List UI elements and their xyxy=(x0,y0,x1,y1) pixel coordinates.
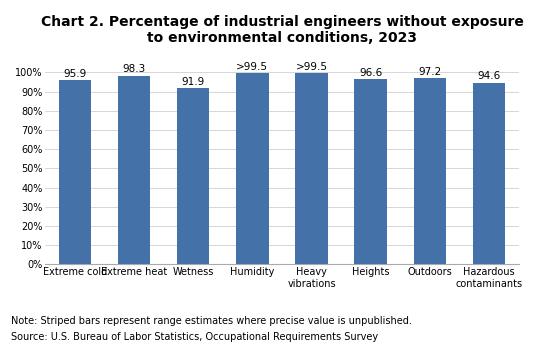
Text: 97.2: 97.2 xyxy=(418,67,441,77)
Bar xyxy=(118,76,150,264)
Text: >99.5: >99.5 xyxy=(295,62,327,72)
Bar xyxy=(295,73,328,264)
Bar xyxy=(354,79,387,264)
Bar xyxy=(58,80,91,264)
Text: 98.3: 98.3 xyxy=(122,65,146,75)
Text: 95.9: 95.9 xyxy=(63,69,87,79)
Text: Source: U.S. Bureau of Labor Statistics, Occupational Requirements Survey: Source: U.S. Bureau of Labor Statistics,… xyxy=(11,332,378,342)
Text: 91.9: 91.9 xyxy=(182,77,205,87)
Title: Chart 2. Percentage of industrial engineers without exposure
to environmental co: Chart 2. Percentage of industrial engine… xyxy=(41,15,523,45)
Bar xyxy=(236,73,269,264)
Text: Note: Striped bars represent range estimates where precise value is unpublished.: Note: Striped bars represent range estim… xyxy=(11,316,412,326)
Bar xyxy=(414,78,446,264)
Bar xyxy=(473,83,505,264)
Text: 96.6: 96.6 xyxy=(359,68,382,78)
Text: >99.5: >99.5 xyxy=(236,62,268,72)
Bar xyxy=(177,88,209,264)
Text: 94.6: 94.6 xyxy=(477,71,500,81)
